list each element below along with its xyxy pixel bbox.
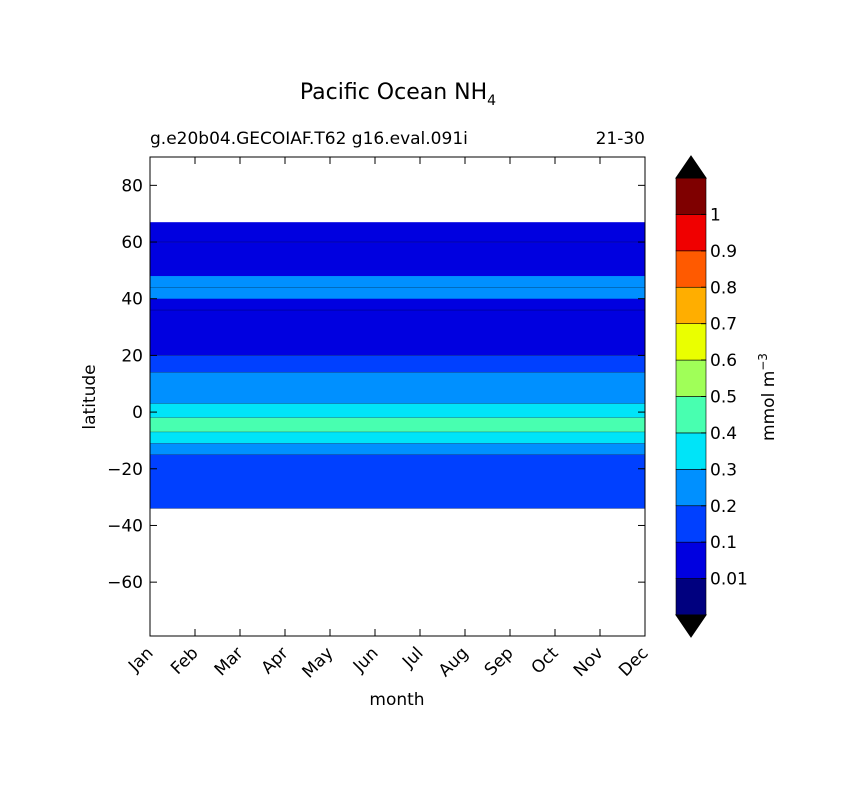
x-tick-label-10: Nov <box>570 643 608 681</box>
chart-title-subscript: 4 <box>487 93 496 109</box>
colorbar-tick-label-3: 0.3 <box>710 460 737 480</box>
y-axis-ticks: 80 60 40 20 0 −20 −40 −60 <box>107 176 645 593</box>
colorbar-tick-label-7: 0.7 <box>710 315 737 335</box>
chart-subtitle-left: g.e20b04.GECOIAF.T62 g16.eval.091i <box>150 129 468 149</box>
x-tick-label-8: Sep <box>481 643 518 680</box>
contour-band-8 <box>150 431 645 444</box>
colorbar-extend-bottom <box>675 614 707 638</box>
contour-band-5 <box>150 372 645 404</box>
colorbar-tick-label-10: 1 <box>710 205 721 225</box>
chart-title: Pacific Ocean NH4 <box>300 80 496 109</box>
colorbar-bin-0 <box>675 578 707 616</box>
colorbar-bin-10 <box>675 214 707 252</box>
colorbar: 0.01 0.1 0.2 0.3 0.4 0.5 0.6 0.7 0.8 0.9 1 <box>675 155 748 638</box>
contour-band-10 <box>150 454 645 509</box>
y-tick-label-0: 80 <box>121 176 143 196</box>
colorbar-label-main: mmol m <box>759 371 779 441</box>
plot-area: 80 60 40 20 0 −20 −40 −60 Jan Feb Mar Apr May Jun Jul… <box>107 156 653 682</box>
colorbar-bin-8 <box>675 286 707 324</box>
colorbar-tick-label-5: 0.5 <box>710 388 737 408</box>
y-tick-label-7: −60 <box>107 573 143 593</box>
y-tick-label-2: 40 <box>121 290 143 310</box>
colorbar-tick-label-9: 0.9 <box>710 242 737 262</box>
colorbar-bin-9 <box>675 250 707 288</box>
contour-band-0 <box>150 222 645 243</box>
colorbar-bin-11 <box>675 177 707 215</box>
x-tick-label-2: Mar <box>211 643 248 680</box>
colorbar-label-superscript: −3 <box>756 353 770 371</box>
x-tick-label-7: Aug <box>435 643 473 681</box>
contour-band-4 <box>150 355 645 373</box>
plot-frame <box>149 156 646 637</box>
colorbar-label: mmol m−3 <box>756 353 779 441</box>
chart-subtitle-right: 21-30 <box>596 129 645 149</box>
colorbar-bin-3 <box>675 469 707 507</box>
colorbar-bin-5 <box>675 396 707 434</box>
y-tick-label-5: −20 <box>107 460 143 480</box>
colorbar-tick-label-1: 0.1 <box>710 533 737 553</box>
colorbar-bin-6 <box>675 359 707 397</box>
colorbar-tick-label-6: 0.6 <box>710 351 737 371</box>
x-tick-label-3: Apr <box>258 643 293 678</box>
x-tick-label-1: Feb <box>167 643 202 678</box>
colorbar-bin-1 <box>675 541 707 579</box>
chart-title-main: Pacific Ocean NH <box>300 80 487 105</box>
colorbar-bin-2 <box>675 505 707 543</box>
x-tick-label-11: Dec <box>615 643 652 680</box>
x-tick-label-5: Jun <box>349 643 383 677</box>
y-tick-label-4: 0 <box>132 403 143 423</box>
y-tick-label-6: −40 <box>107 516 143 536</box>
colorbar-tick-label-8: 0.8 <box>710 278 737 298</box>
contour-fill-group <box>150 222 645 509</box>
y-tick-label-3: 20 <box>121 346 143 366</box>
colorbar-tick-label-0: 0.01 <box>710 570 748 590</box>
contour-band-3 <box>150 298 645 356</box>
colorbar-bin-4 <box>675 432 707 470</box>
colorbar-tick-label-2: 0.2 <box>710 497 737 517</box>
contour-band-9 <box>150 443 645 455</box>
contour-band-6 <box>150 403 645 418</box>
colorbar-bin-7 <box>675 323 707 361</box>
x-tick-label-9: Oct <box>528 643 563 678</box>
x-tick-label-0: Jan <box>124 643 157 676</box>
colorbar-tick-label-4: 0.4 <box>710 424 737 444</box>
colorbar-extend-top <box>675 155 707 179</box>
x-tick-label-4: May <box>299 643 338 682</box>
y-tick-label-1: 60 <box>121 233 143 253</box>
y-axis-label: latitude <box>80 364 100 429</box>
contour-band-7 <box>150 417 645 432</box>
x-tick-label-6: Jul <box>398 643 427 672</box>
x-axis-label: month <box>369 690 424 710</box>
